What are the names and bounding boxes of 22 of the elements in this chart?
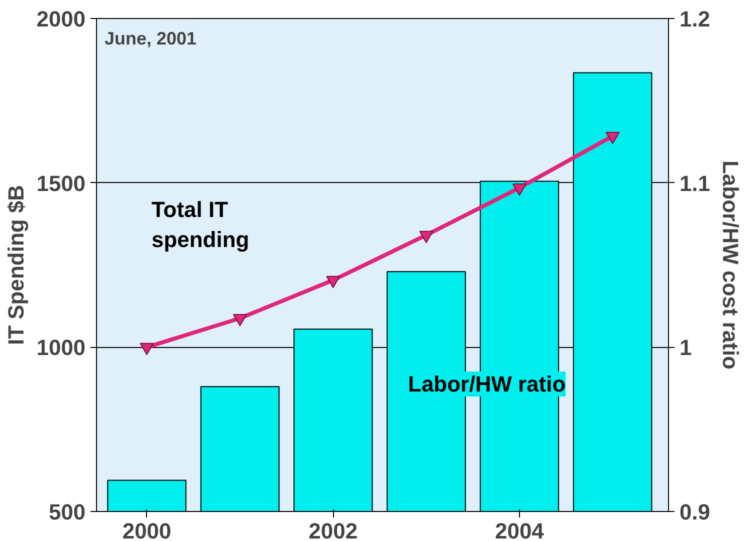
y2-axis-title: Labor/HW cost ratio <box>718 160 744 370</box>
y2-tick-label: 0.9 <box>680 500 710 524</box>
y2-tick-label: 1.2 <box>680 6 710 32</box>
x-tick-label: 2002 <box>308 518 358 541</box>
y2-tick-label: 1.1 <box>680 170 710 196</box>
point <box>512 184 526 196</box>
point <box>606 132 620 144</box>
point <box>326 276 340 288</box>
y2-tick-label: 1 <box>680 335 692 360</box>
series-label: Labor/HW ratio <box>408 371 566 396</box>
text: Total IT spending <box>151 196 250 252</box>
y-tick-label: 2000 <box>36 6 86 32</box>
y-tick-label: 500 <box>48 500 86 524</box>
point <box>140 342 154 356</box>
y-tick-label: 1500 <box>36 170 86 196</box>
point <box>419 230 434 244</box>
point <box>232 314 247 326</box>
x-tick-label: 2000 <box>122 518 172 541</box>
x-tick-label: 2004 <box>494 518 545 541</box>
y-tick-label: 1000 <box>36 335 86 360</box>
y-axis-title: IT Spending $B <box>4 184 29 346</box>
annotation: June, 2001 <box>104 28 197 48</box>
